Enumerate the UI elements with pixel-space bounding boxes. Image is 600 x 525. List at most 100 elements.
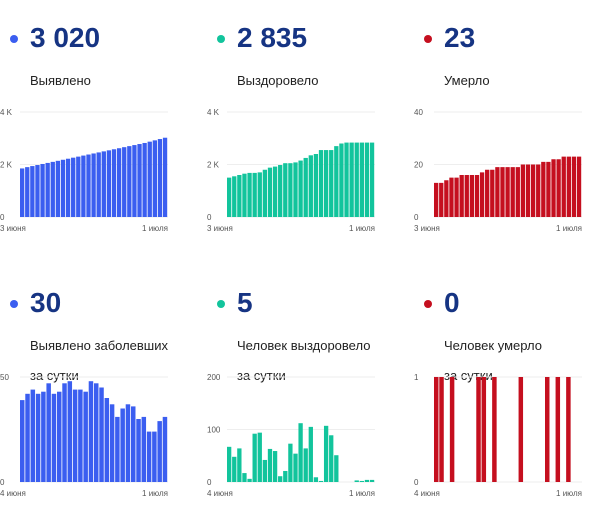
bar[interactable]	[262, 459, 268, 482]
bar[interactable]	[252, 172, 257, 217]
bar[interactable]	[561, 156, 566, 217]
bar[interactable]	[313, 154, 319, 217]
bar[interactable]	[293, 453, 298, 482]
bar[interactable]	[65, 158, 71, 217]
bar[interactable]	[132, 145, 137, 217]
bar[interactable]	[369, 479, 375, 482]
bar[interactable]	[106, 150, 112, 217]
bar[interactable]	[232, 176, 237, 217]
bar[interactable]	[55, 160, 61, 217]
bar[interactable]	[141, 416, 147, 482]
bar[interactable]	[481, 377, 487, 482]
bar[interactable]	[459, 175, 464, 217]
bar[interactable]	[88, 381, 94, 482]
bar[interactable]	[278, 476, 283, 482]
bar[interactable]	[551, 159, 556, 217]
bar[interactable]	[313, 477, 319, 482]
bar[interactable]	[20, 168, 25, 217]
bar[interactable]	[237, 448, 242, 482]
bar[interactable]	[318, 150, 324, 217]
bar[interactable]	[101, 151, 106, 217]
bar[interactable]	[546, 161, 551, 217]
bar[interactable]	[283, 163, 288, 217]
bar[interactable]	[41, 391, 46, 482]
bar[interactable]	[146, 431, 152, 482]
bar[interactable]	[57, 391, 62, 482]
bar[interactable]	[30, 389, 36, 482]
bar[interactable]	[344, 142, 349, 217]
bar[interactable]	[479, 172, 485, 217]
bar[interactable]	[76, 156, 81, 217]
bar[interactable]	[454, 177, 459, 217]
bar[interactable]	[283, 470, 288, 482]
bar[interactable]	[136, 419, 141, 482]
bar[interactable]	[510, 167, 515, 217]
bar[interactable]	[476, 377, 481, 482]
bar[interactable]	[278, 165, 283, 217]
bar[interactable]	[545, 377, 550, 482]
bar[interactable]	[359, 480, 364, 482]
bar[interactable]	[485, 169, 490, 217]
bar[interactable]	[288, 443, 293, 482]
bar[interactable]	[518, 377, 524, 482]
bar[interactable]	[25, 167, 30, 217]
bar[interactable]	[127, 146, 132, 217]
bar[interactable]	[91, 153, 96, 217]
bar[interactable]	[20, 400, 25, 482]
bar[interactable]	[147, 141, 152, 217]
bar[interactable]	[46, 383, 51, 482]
bar[interactable]	[35, 165, 40, 217]
bar[interactable]	[51, 393, 57, 482]
bar[interactable]	[434, 377, 439, 482]
bar[interactable]	[157, 139, 163, 217]
bar[interactable]	[78, 389, 83, 482]
bar[interactable]	[67, 381, 73, 482]
bar[interactable]	[71, 157, 76, 217]
bar[interactable]	[252, 433, 257, 482]
bar[interactable]	[449, 177, 454, 217]
bar[interactable]	[30, 166, 35, 217]
bar[interactable]	[434, 182, 439, 217]
bar[interactable]	[122, 147, 127, 217]
bar[interactable]	[157, 421, 162, 482]
bar[interactable]	[298, 423, 303, 482]
bar[interactable]	[464, 175, 469, 217]
bar[interactable]	[334, 455, 339, 482]
bar[interactable]	[86, 154, 91, 217]
bar[interactable]	[152, 431, 157, 482]
bar[interactable]	[515, 167, 520, 217]
bar[interactable]	[272, 166, 278, 217]
bar[interactable]	[525, 164, 531, 218]
bar[interactable]	[227, 177, 232, 217]
bar[interactable]	[359, 142, 364, 217]
bar[interactable]	[267, 448, 273, 482]
bar[interactable]	[83, 391, 88, 482]
bar[interactable]	[303, 157, 308, 217]
bar[interactable]	[272, 451, 278, 482]
bar[interactable]	[50, 161, 55, 217]
bar[interactable]	[115, 416, 120, 482]
bar[interactable]	[323, 150, 329, 217]
bar[interactable]	[439, 182, 444, 217]
bar[interactable]	[247, 478, 252, 482]
bar[interactable]	[530, 164, 536, 218]
bar[interactable]	[308, 155, 313, 217]
bar[interactable]	[495, 167, 500, 217]
bar[interactable]	[267, 167, 273, 217]
bar[interactable]	[555, 377, 561, 482]
bar[interactable]	[242, 173, 247, 217]
bar[interactable]	[242, 473, 247, 482]
bar[interactable]	[116, 148, 122, 217]
bar[interactable]	[120, 408, 125, 483]
bar[interactable]	[131, 406, 136, 482]
bar[interactable]	[111, 149, 117, 217]
bar[interactable]	[104, 398, 110, 482]
bar[interactable]	[247, 172, 252, 217]
bar[interactable]	[339, 143, 344, 218]
bar[interactable]	[298, 160, 303, 217]
bar[interactable]	[96, 152, 101, 217]
bar[interactable]	[142, 142, 147, 217]
bar[interactable]	[99, 387, 104, 483]
bar[interactable]	[257, 172, 262, 217]
bar[interactable]	[125, 404, 131, 482]
